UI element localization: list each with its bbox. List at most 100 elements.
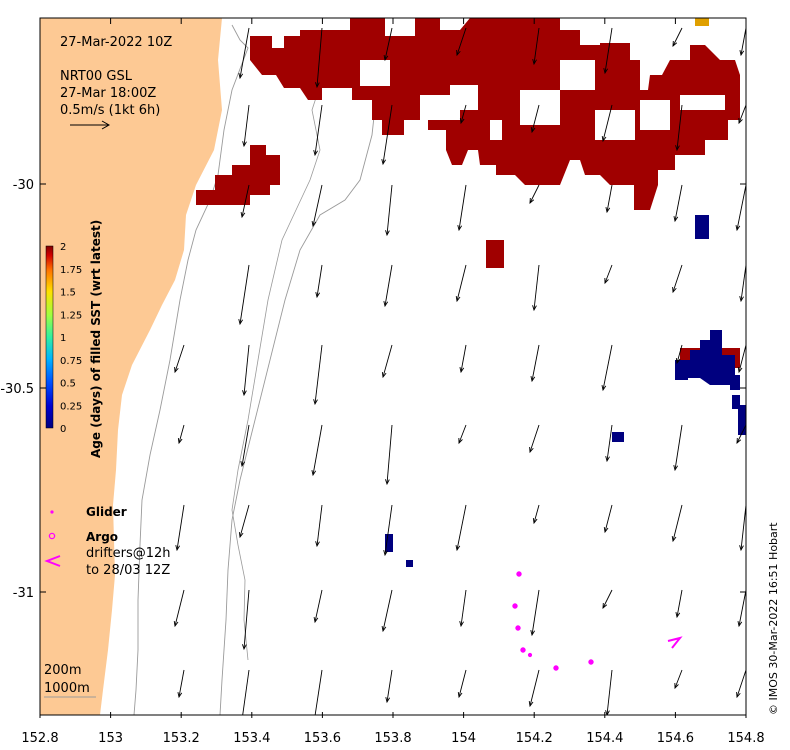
sst-patches-new — [385, 215, 746, 567]
legend-argo: Argo — [86, 530, 118, 544]
current-arrow — [460, 344, 467, 373]
current-arrow — [674, 669, 683, 689]
current-arrow-head — [315, 541, 320, 548]
current-arrow — [606, 424, 613, 462]
sst-gaps — [330, 18, 725, 140]
current-arrow — [738, 589, 746, 627]
current-arrow — [736, 184, 746, 231]
current-arrow-head — [312, 724, 316, 729]
current-arrow-head — [601, 135, 607, 143]
current-arrow-head — [381, 626, 387, 633]
current-arrow — [738, 104, 746, 124]
current-arrow-head — [383, 55, 389, 62]
current-arrow-head — [603, 68, 609, 75]
current-arrow-head — [385, 479, 390, 486]
current-arrow-head — [311, 470, 317, 477]
current-arrow-head — [459, 367, 465, 374]
current-arrow-head — [739, 545, 744, 552]
arrow-scale-label: 0.5m/s (1kt 6h) — [60, 103, 160, 118]
current-arrow — [456, 27, 467, 56]
current-arrow — [533, 504, 540, 524]
current-arrow-head — [457, 691, 463, 699]
current-arrow-head — [242, 141, 247, 148]
current-arrow-head — [737, 621, 743, 628]
colorbar-tick-label: 2 — [60, 242, 66, 253]
current-arrow-head — [177, 692, 183, 699]
current-arrow — [460, 589, 467, 627]
current-arrow-head — [671, 535, 677, 543]
current-arrow — [316, 504, 323, 547]
current-arrow-head — [455, 545, 461, 552]
current-arrow-head — [672, 286, 677, 294]
current-arrow — [529, 184, 540, 204]
colorbar — [45, 245, 54, 429]
current-arrow — [604, 504, 613, 533]
current-arrow — [382, 104, 393, 165]
current-arrow — [312, 424, 323, 476]
current-arrow — [176, 504, 185, 551]
current-arrow — [384, 264, 393, 307]
x-axis-ticks — [39, 18, 747, 718]
current-arrow-head — [313, 150, 318, 157]
x-axis-labels: 152.8 153 153.2 153.4 153.6 153.8 154 154.2 154.… — [21, 731, 764, 746]
current-arrow-head — [456, 49, 461, 57]
current-arrow — [239, 264, 250, 325]
current-arrow — [239, 27, 250, 79]
current-arrow — [386, 424, 393, 485]
current-arrow — [241, 184, 250, 218]
current-arrow-head — [529, 446, 534, 454]
current-arrow-head — [455, 295, 461, 303]
current-arrow-head — [532, 517, 538, 525]
current-arrow — [243, 589, 250, 650]
current-arrow-head — [315, 82, 320, 89]
current-arrow-head — [383, 550, 388, 557]
current-arrow-head — [174, 366, 179, 374]
colorbar-tick-label: 1.75 — [60, 265, 82, 276]
current-arrow-head — [313, 399, 318, 406]
isobath-1000m — [219, 29, 386, 715]
drifter-marker — [44, 555, 61, 567]
current-arrow-head — [383, 301, 389, 308]
current-arrow — [460, 104, 467, 124]
current-arrow-head — [603, 526, 609, 534]
land-mass — [40, 18, 222, 715]
isobath-label-200m: 200m — [44, 663, 81, 678]
current-arrow-head — [238, 73, 244, 80]
current-arrow-head — [240, 212, 246, 219]
current-arrow-head — [457, 225, 463, 232]
current-arrow-head — [238, 531, 244, 539]
current-arrow-head — [530, 630, 536, 637]
colorbar-tick-label: 0.25 — [60, 401, 82, 412]
current-arrow-head — [602, 602, 608, 610]
current-arrow — [384, 504, 393, 556]
current-arrow-head — [675, 612, 681, 619]
colorbar-tick-label: 1 — [60, 333, 66, 344]
isobath-200m — [133, 24, 249, 715]
colorbar-ticks: 2 1.75 1.5 1.25 1 0.75 0.5 0.25 0 — [60, 242, 82, 435]
x-tick-label: 153 — [98, 731, 123, 746]
current-arrow — [531, 104, 540, 133]
x-tick-label: 154.2 — [516, 731, 553, 746]
current-arrow — [676, 589, 683, 618]
current-arrow-head — [530, 376, 536, 383]
legend-drifters: drifters@12h — [86, 546, 171, 561]
current-arrow-head — [242, 390, 247, 397]
product-time: 27-Mar 18:00Z — [60, 86, 156, 101]
current-arrow — [312, 184, 323, 227]
current-arrow — [740, 27, 746, 56]
current-arrow-head — [532, 59, 537, 66]
x-tick-label: 154.6 — [657, 731, 694, 746]
x-tick-label: 153.4 — [233, 731, 270, 746]
current-arrow — [740, 264, 746, 302]
glider-marker — [50, 510, 54, 514]
current-arrow — [529, 669, 540, 707]
current-arrow — [239, 504, 250, 538]
colorbar-tick-label: 0 — [60, 424, 66, 435]
current-arrow-head — [605, 710, 610, 715]
current-arrow — [736, 669, 746, 698]
current-arrow-head — [605, 207, 611, 214]
current-arrow — [672, 264, 683, 293]
x-tick-label: 152.8 — [21, 731, 58, 746]
map-timestamp: 27-Mar-2022 10Z — [60, 35, 172, 50]
isobath-extra — [231, 29, 346, 661]
